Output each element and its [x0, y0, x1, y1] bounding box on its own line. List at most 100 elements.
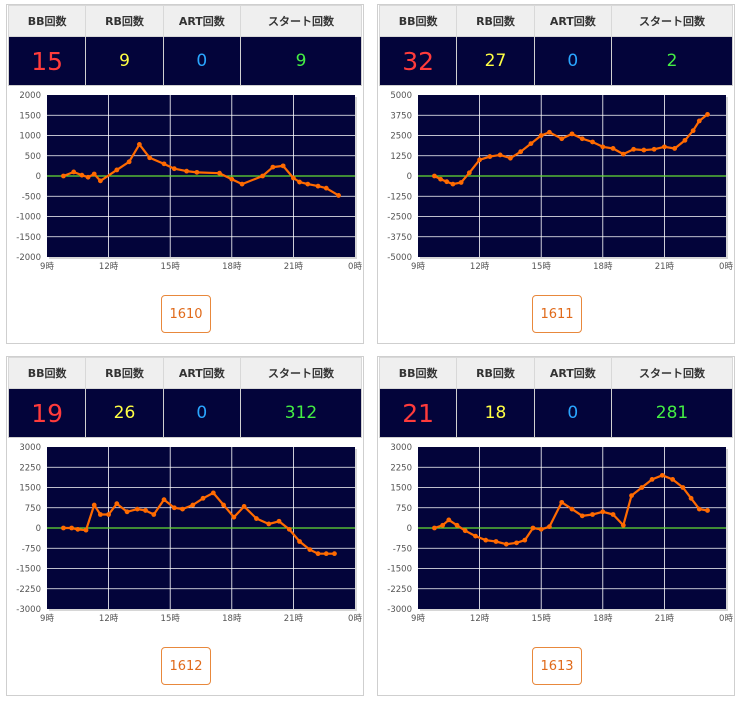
machine-number-button[interactable]: 1610 — [161, 295, 211, 333]
data-point — [97, 178, 103, 184]
header-art: ART回数 — [533, 5, 612, 37]
data-point — [75, 526, 81, 532]
y-tick-label: 2500 — [390, 132, 412, 142]
x-tick-label: 21時 — [284, 262, 304, 272]
y-tick-label: 3750 — [390, 111, 412, 121]
data-point — [323, 551, 329, 557]
x-tick-label: 9時 — [40, 614, 54, 624]
y-tick-label: -3000 — [387, 605, 412, 615]
header-art: ART回数 — [162, 357, 241, 389]
x-tick-label: 12時 — [470, 262, 490, 272]
y-tick-label: -750 — [22, 544, 41, 554]
stats-table: BB回数 RB回数 ART回数 スタート回数 19 26 0 312 — [7, 357, 363, 438]
x-tick-label: 9時 — [40, 262, 54, 272]
data-point — [487, 154, 493, 159]
data-point — [291, 175, 296, 181]
data-point — [690, 128, 696, 134]
data-point — [672, 146, 678, 151]
data-point — [91, 502, 97, 508]
header-rb: RB回数 — [85, 5, 164, 37]
x-tick-label: 15時 — [161, 614, 181, 624]
data-point — [266, 521, 272, 527]
x-tick-label: 0時 — [348, 614, 362, 624]
data-point — [514, 540, 519, 546]
y-tick-label: -2250 — [387, 585, 412, 595]
bb-count: 32 — [378, 36, 458, 86]
stats-table: BB回数 RB回数 ART回数 スタート回数 32 27 0 2 — [378, 5, 734, 86]
data-point — [590, 512, 595, 517]
data-point — [171, 166, 177, 172]
data-point — [83, 527, 89, 533]
data-point — [705, 112, 710, 117]
slump-graph-svg: 9時 12時 15時 18時 21時 0時 3000 2250 1500 750 0 -750 -150… — [16, 443, 362, 624]
x-tick-label: 18時 — [593, 262, 613, 272]
data-point — [651, 146, 657, 152]
data-point — [305, 181, 311, 187]
data-point — [114, 167, 120, 173]
data-point — [473, 533, 478, 539]
machine-number-button[interactable]: 1613 — [532, 647, 582, 685]
machine-number-button[interactable]: 1612 — [161, 647, 211, 685]
data-point — [631, 146, 636, 152]
data-point — [458, 180, 464, 185]
data-point — [151, 512, 157, 517]
y-tick-label: -5000 — [387, 253, 412, 263]
y-tick-label: 0 — [407, 524, 412, 534]
data-point — [270, 164, 276, 170]
data-point — [71, 169, 77, 175]
slump-graph: 9時 12時 15時 18時 21時 0時 2000 1500 1000 500 0 -500 -100… — [7, 87, 363, 272]
data-point — [483, 537, 489, 543]
slump-graph-svg: 9時 12時 15時 18時 21時 0時 3000 2250 1500 750 0 -750 -150… — [387, 443, 733, 624]
data-point — [629, 493, 634, 498]
slump-graph: 9時 12時 15時 18時 21時 0時 5000 3750 2500 1250 0 -1250 -2… — [378, 87, 734, 272]
y-tick-label: 0 — [36, 172, 41, 182]
bb-count: 21 — [378, 388, 458, 438]
data-point — [190, 502, 196, 508]
data-point — [217, 170, 222, 176]
data-point — [440, 522, 446, 528]
y-tick-label: 0 — [36, 524, 41, 534]
data-point — [194, 169, 200, 175]
x-tick-label: 15時 — [532, 262, 552, 272]
x-tick-label: 15時 — [532, 614, 552, 624]
slump-graph-svg: 9時 12時 15時 18時 21時 0時 2000 1500 1000 500 0 -500 -100… — [16, 91, 362, 272]
x-tick-label: 0時 — [719, 262, 733, 272]
art-count: 0 — [162, 388, 241, 438]
data-point — [106, 512, 111, 517]
header-start: スタート回数 — [610, 5, 734, 37]
data-point — [600, 144, 606, 150]
data-point — [538, 133, 544, 138]
data-point — [221, 502, 226, 508]
start-count: 9 — [239, 36, 363, 86]
y-tick-label: 750 — [25, 504, 41, 514]
y-tick-label: 3000 — [19, 443, 41, 453]
stats-table: BB回数 RB回数 ART回数 スタート回数 21 18 0 281 — [378, 357, 734, 438]
data-point — [286, 526, 292, 532]
x-tick-label: 12時 — [99, 262, 119, 272]
x-tick-label: 9時 — [411, 614, 425, 624]
y-tick-label: -3000 — [16, 605, 41, 615]
machine-panel-1613: BB回数 RB回数 ART回数 スタート回数 21 18 0 281 9時 12時… — [377, 356, 735, 696]
bb-count: 15 — [7, 36, 87, 86]
header-bb: BB回数 — [7, 357, 87, 389]
x-tick-label: 0時 — [719, 614, 733, 624]
machine-number-button[interactable]: 1611 — [532, 295, 582, 333]
x-tick-label: 9時 — [411, 262, 425, 272]
data-point — [450, 181, 456, 187]
data-point — [493, 539, 499, 544]
data-point — [315, 551, 321, 557]
data-point — [137, 142, 142, 147]
header-art: ART回数 — [162, 5, 241, 37]
data-point — [260, 173, 265, 179]
art-count: 0 — [533, 388, 612, 438]
slump-graph: 9時 12時 15時 18時 21時 0時 3000 2250 1500 750 0 -750 -150… — [7, 439, 363, 624]
data-point — [620, 151, 626, 157]
slump-graph: 9時 12時 15時 18時 21時 0時 3000 2250 1500 750 0 -750 -150… — [378, 439, 734, 624]
data-point — [538, 526, 544, 532]
data-point — [466, 170, 472, 176]
y-tick-label: -750 — [393, 544, 412, 554]
header-start: スタート回数 — [239, 357, 363, 389]
y-tick-label: -1250 — [387, 192, 412, 202]
data-point — [590, 139, 595, 145]
data-point — [696, 506, 702, 512]
